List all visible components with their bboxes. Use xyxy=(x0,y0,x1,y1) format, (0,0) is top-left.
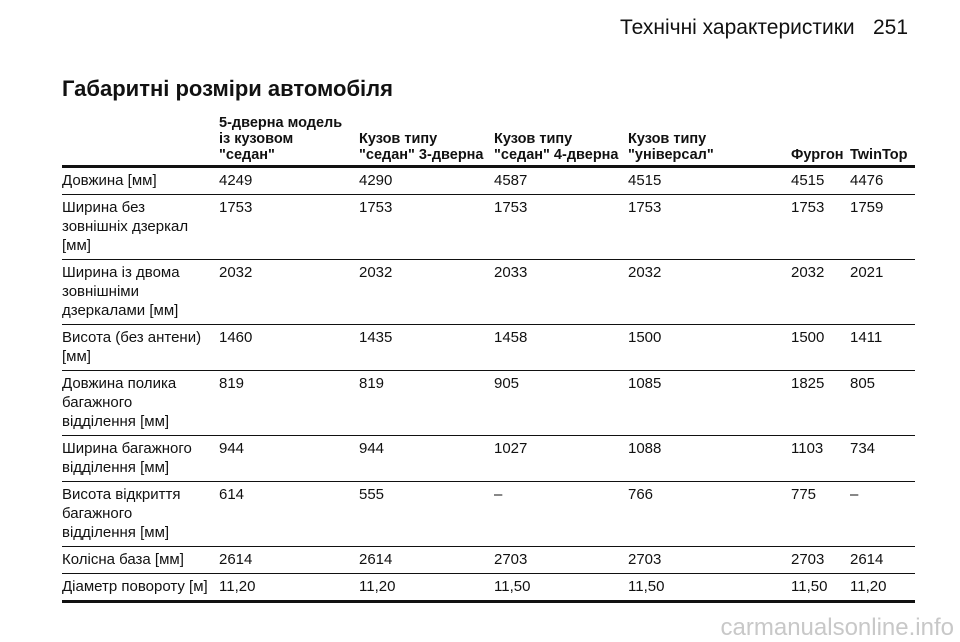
cell: 2033 xyxy=(494,259,628,325)
table-row: Ширина багажного відділення [мм] 944 944 10… xyxy=(62,435,915,482)
table-row: Довжина [мм] 4249 4290 4587 4515 4515 4476 xyxy=(62,166,915,195)
column-header: 5-дверна модель із кузовом "седан" xyxy=(219,112,359,168)
table-row: Довжина полика багажного відділення [мм]… xyxy=(62,370,915,436)
table-row: Ширина без зовнішніх дзеркал [мм] 1753 175… xyxy=(62,194,915,260)
running-title: Технічні характеристики xyxy=(620,16,855,39)
cell: 11,50 xyxy=(628,573,791,603)
row-label: Ширина багажного відділення [мм] xyxy=(62,435,219,482)
cell: 11,20 xyxy=(359,573,494,603)
table-row: Діаметр повороту [м] 11,20 11,20 11,50 11,50… xyxy=(62,573,915,603)
cell: 4290 xyxy=(359,166,494,195)
cell: 2614 xyxy=(359,546,494,574)
cell: 1759 xyxy=(850,194,915,260)
cell: 4515 xyxy=(791,166,850,195)
cell: 4515 xyxy=(628,166,791,195)
cell: 2021 xyxy=(850,259,915,325)
cell: 11,20 xyxy=(850,573,915,603)
cell: 819 xyxy=(219,370,359,436)
cell: 819 xyxy=(359,370,494,436)
cell: 1753 xyxy=(628,194,791,260)
watermark: carmanualsonline.info xyxy=(720,614,954,641)
cell: 2032 xyxy=(628,259,791,325)
cell: – xyxy=(850,481,915,547)
cell: 1435 xyxy=(359,324,494,371)
column-header: Кузов типу "седан" 4-дверна xyxy=(494,112,628,168)
page-number: 251 xyxy=(873,16,909,39)
cell: 2614 xyxy=(850,546,915,574)
cell: 4249 xyxy=(219,166,359,195)
section-title: Габаритні розміри автомобіля xyxy=(62,76,393,101)
dimensions-table: 5-дверна модель із кузовом "седан" Кузов … xyxy=(62,112,915,603)
cell: 1458 xyxy=(494,324,628,371)
row-label: Ширина із двома зовнішніми дзеркалами [м… xyxy=(62,259,219,325)
cell: 2032 xyxy=(359,259,494,325)
cell: 4587 xyxy=(494,166,628,195)
cell: 1753 xyxy=(494,194,628,260)
cell: 905 xyxy=(494,370,628,436)
column-header xyxy=(62,112,219,168)
cell: 1088 xyxy=(628,435,791,482)
cell: 614 xyxy=(219,481,359,547)
column-header: TwinTop xyxy=(850,112,915,168)
cell: 1027 xyxy=(494,435,628,482)
cell: 766 xyxy=(628,481,791,547)
cell: 2703 xyxy=(494,546,628,574)
cell: 4476 xyxy=(850,166,915,195)
cell: 1753 xyxy=(359,194,494,260)
cell: 11,50 xyxy=(494,573,628,603)
column-header: Фургон xyxy=(791,112,850,168)
cell: 1500 xyxy=(791,324,850,371)
cell: 944 xyxy=(219,435,359,482)
column-header: Кузов типу "седан" 3-дверна xyxy=(359,112,494,168)
row-label: Довжина полика багажного відділення [мм] xyxy=(62,370,219,436)
cell: 555 xyxy=(359,481,494,547)
row-label: Висота відкриття багажного відділення [м… xyxy=(62,481,219,547)
row-label: Колісна база [мм] xyxy=(62,546,219,574)
cell: 944 xyxy=(359,435,494,482)
cell: 1753 xyxy=(791,194,850,260)
cell: – xyxy=(494,481,628,547)
cell: 1460 xyxy=(219,324,359,371)
cell: 2614 xyxy=(219,546,359,574)
table-row: Ширина із двома зовнішніми дзеркалами [м… xyxy=(62,259,915,325)
table-row: Колісна база [мм] 2614 2614 2703 2703 2703 261… xyxy=(62,546,915,574)
cell: 1411 xyxy=(850,324,915,371)
cell: 11,20 xyxy=(219,573,359,603)
cell: 775 xyxy=(791,481,850,547)
cell: 2032 xyxy=(219,259,359,325)
cell: 734 xyxy=(850,435,915,482)
row-label: Висота (без антени) [мм] xyxy=(62,324,219,371)
cell: 1103 xyxy=(791,435,850,482)
cell: 2703 xyxy=(791,546,850,574)
cell: 11,50 xyxy=(791,573,850,603)
table-row: Висота відкриття багажного відділення [м… xyxy=(62,481,915,547)
cell: 1825 xyxy=(791,370,850,436)
row-label: Діаметр повороту [м] xyxy=(62,573,219,603)
table-row: Висота (без антени) [мм] 1460 1435 1458 1500… xyxy=(62,324,915,371)
header-row: 5-дверна модель із кузовом "седан" Кузов … xyxy=(62,112,915,168)
row-label: Довжина [мм] xyxy=(62,166,219,195)
cell: 805 xyxy=(850,370,915,436)
table-body: Довжина [мм] 4249 4290 4587 4515 4515 4476 Шири… xyxy=(62,166,915,603)
cell: 2703 xyxy=(628,546,791,574)
cell: 1085 xyxy=(628,370,791,436)
cell: 2032 xyxy=(791,259,850,325)
column-header: Кузов типу "універсал" xyxy=(628,112,791,168)
row-label: Ширина без зовнішніх дзеркал [мм] xyxy=(62,194,219,260)
cell: 1753 xyxy=(219,194,359,260)
cell: 1500 xyxy=(628,324,791,371)
